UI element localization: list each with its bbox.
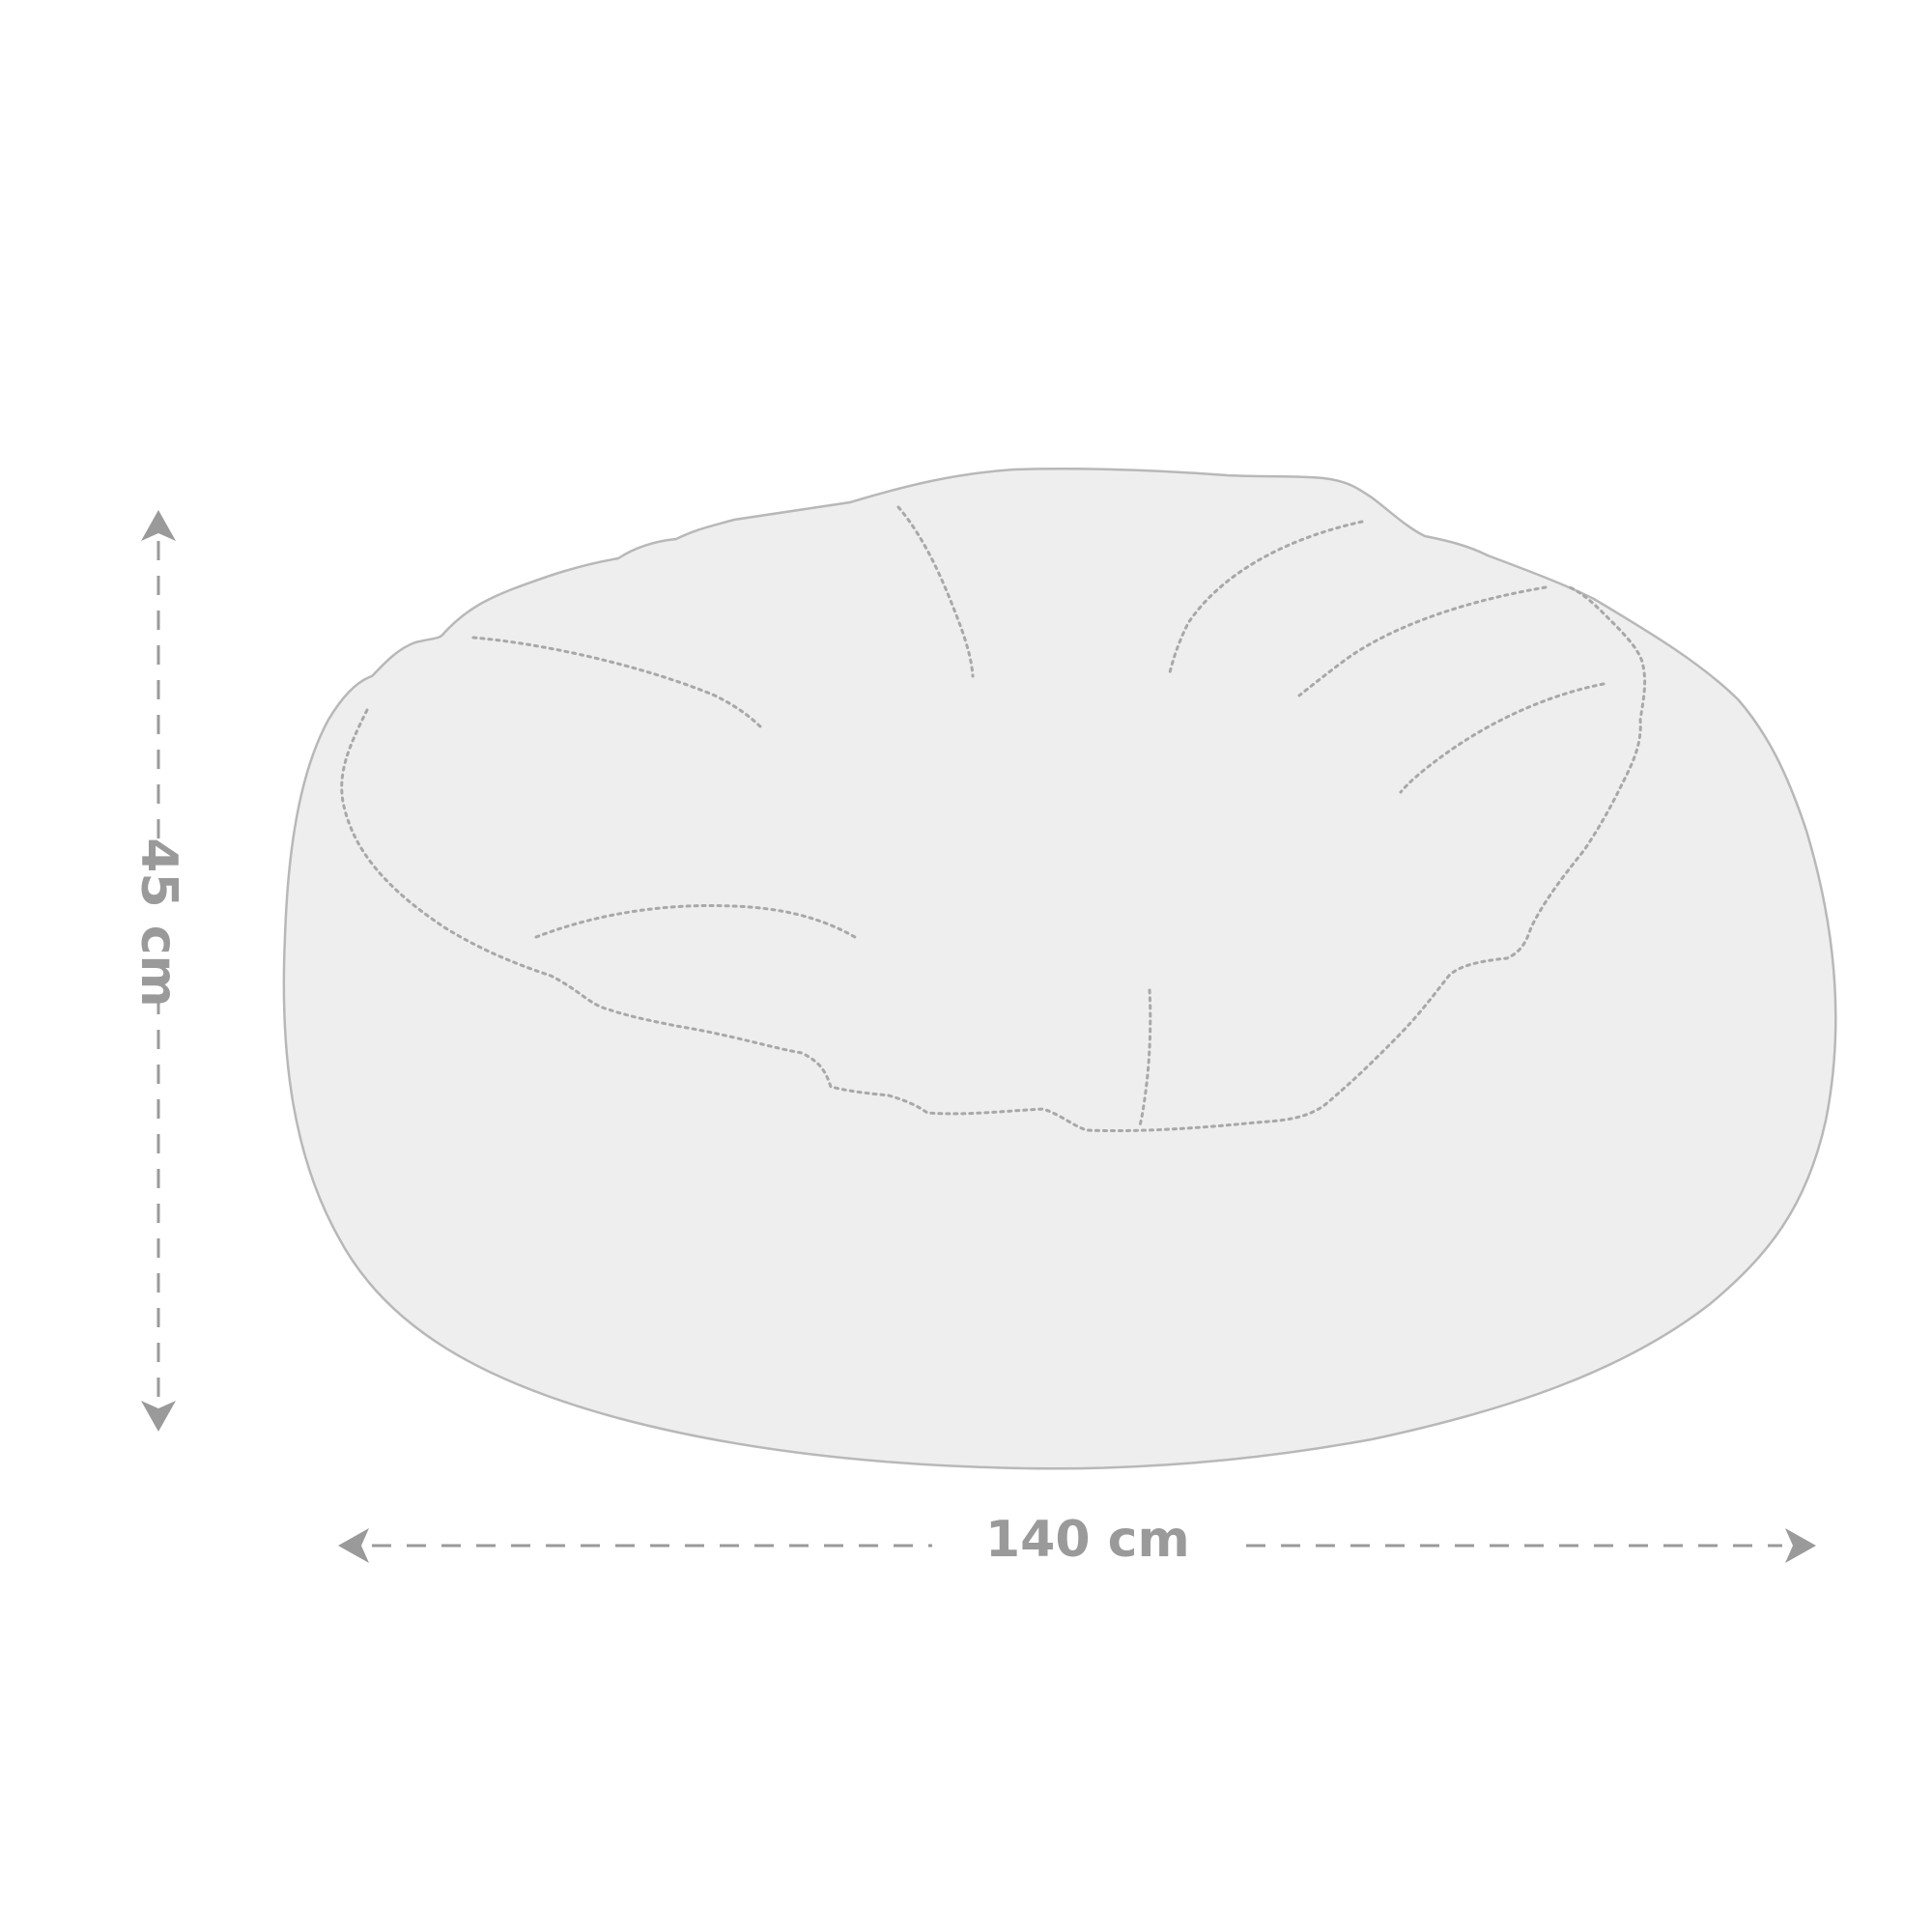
arrow-left-icon	[338, 1528, 369, 1563]
arrow-up-icon	[141, 510, 176, 541]
seat-rim-seam	[340, 585, 1647, 1133]
arrow-right-icon	[1785, 1528, 1816, 1563]
petal-seam-4	[1297, 585, 1548, 697]
petal-seam-7	[1138, 988, 1152, 1127]
petal-seam-6	[534, 903, 857, 939]
width-label: 140 cm	[985, 1511, 1190, 1569]
petal-seam-5	[1399, 682, 1605, 794]
height-dimension-arrow	[141, 510, 176, 1432]
width-dimension-arrow	[338, 1528, 1816, 1563]
petal-seam-3	[1167, 520, 1364, 678]
bean-bag-body	[282, 468, 1837, 1470]
height-label: 45 cm	[129, 838, 187, 1008]
petal-seam-2	[896, 505, 975, 678]
petal-seam-1	[471, 636, 765, 731]
arrow-down-icon	[141, 1401, 176, 1432]
